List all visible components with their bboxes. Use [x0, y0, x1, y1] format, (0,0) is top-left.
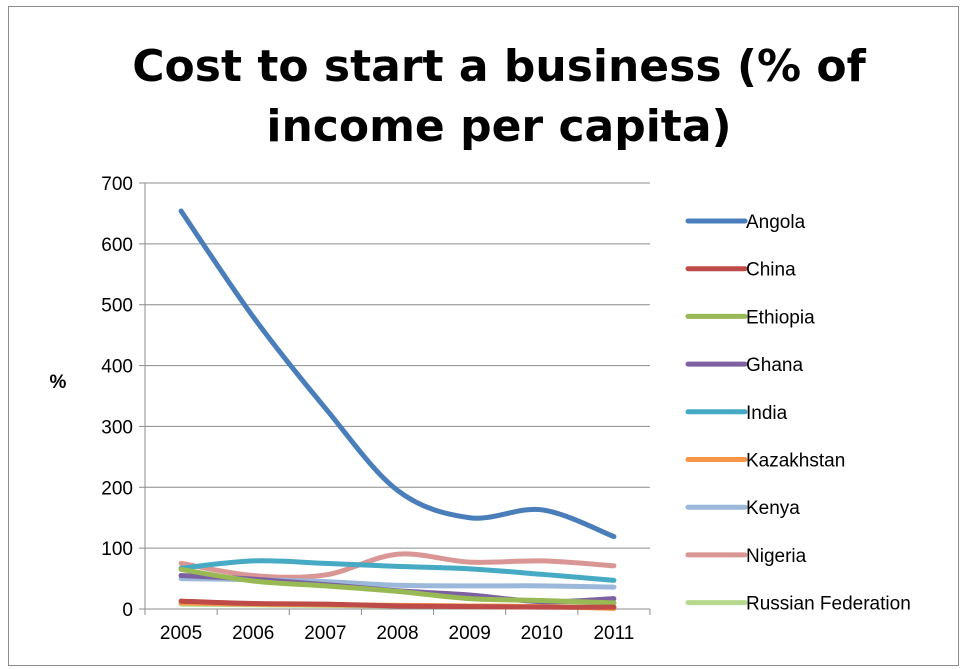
series-line-ethiopia: [178, 566, 617, 606]
legend-label-china: China: [746, 260, 796, 281]
y-axis-ticks: 0 100 200 300 400 500 600 700: [101, 174, 133, 621]
y-tick-label-400: 400: [101, 357, 133, 378]
legend-label-ghana: Ghana: [746, 355, 803, 376]
gridlines: [139, 182, 651, 615]
chart-title: Cost to start a business (% of income pe…: [132, 41, 866, 152]
legend-label-kazakhstan: Kazakhstan: [746, 451, 845, 472]
x-tick-label-2010: 2010: [521, 623, 563, 644]
legend-label-nigeria: Nigeria: [746, 546, 807, 567]
x-tick-label-2009: 2009: [449, 623, 491, 644]
legend: Angola China Ethiopia Ghana India Kazakhstan K…: [685, 212, 911, 615]
y-tick-label-200: 200: [101, 478, 133, 499]
x-tick-label-2011: 2011: [593, 623, 634, 644]
x-tick-label-2008: 2008: [376, 623, 418, 644]
legend-label-russian-federation: Russian Federation: [746, 594, 911, 615]
y-tick-label-0: 0: [122, 600, 133, 621]
legend-label-kenya: Kenya: [746, 498, 800, 519]
y-tick-label-700: 700: [101, 174, 133, 195]
chart-frame: Cost to start a business (% of income pe…: [8, 6, 959, 666]
x-tick-label-2006: 2006: [232, 623, 274, 644]
y-axis-label: %: [50, 372, 67, 393]
x-tick-label-2007: 2007: [304, 623, 346, 644]
legend-label-ethiopia: Ethiopia: [746, 307, 815, 328]
legend-label-angola: Angola: [746, 212, 806, 233]
x-tick-label-2005: 2005: [160, 623, 202, 644]
series-line-angola: [178, 208, 617, 540]
series-line-india: [178, 558, 617, 583]
y-tick-label-300: 300: [101, 417, 133, 438]
series-lines: [178, 208, 617, 611]
series-line-china: [178, 598, 617, 610]
legend-label-india: India: [746, 403, 788, 424]
series-line-nigeria: [178, 551, 617, 580]
y-tick-label-100: 100: [101, 539, 133, 560]
y-tick-label-500: 500: [101, 296, 133, 317]
y-tick-label-600: 600: [101, 235, 133, 256]
x-axis-ticks: 2005 2006 2007 2008 2009 2010 2011: [160, 623, 634, 644]
